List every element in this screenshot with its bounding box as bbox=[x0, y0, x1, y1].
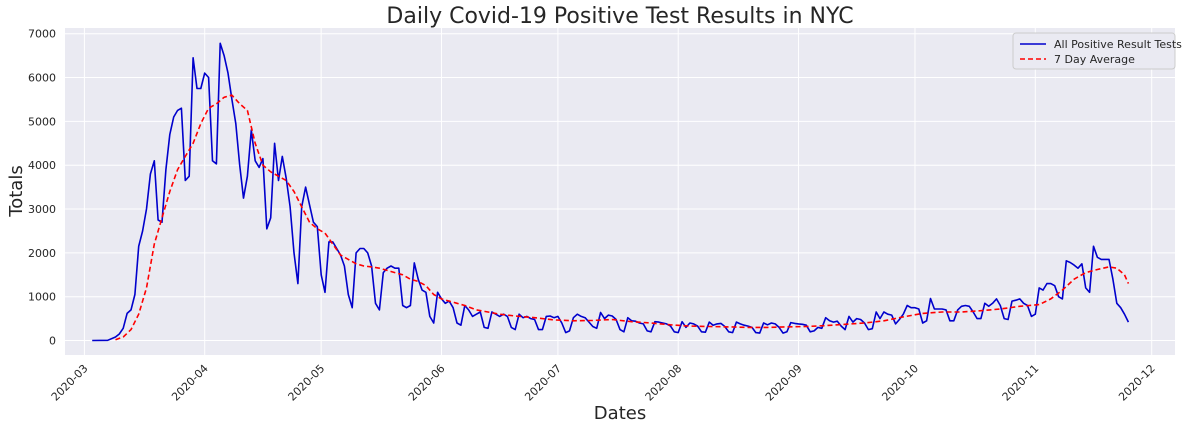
plot-background bbox=[65, 28, 1175, 355]
series-all-positive-line bbox=[92, 42, 1130, 342]
x-tick-label: 2020-08 bbox=[643, 362, 685, 404]
x-tick-label: 2020-07 bbox=[522, 362, 564, 404]
y-tick-label: 5000 bbox=[28, 115, 56, 128]
x-tick-label: 2020-05 bbox=[286, 362, 328, 404]
x-gridlines bbox=[83, 28, 1153, 355]
legend-label-avg: 7 Day Average bbox=[1054, 53, 1135, 66]
chart-title: Daily Covid-19 Positive Test Results in … bbox=[386, 4, 853, 29]
y-tick-label: 6000 bbox=[28, 72, 56, 85]
x-tick-label: 2020-10 bbox=[879, 362, 921, 404]
series-lines bbox=[92, 42, 1130, 342]
y-tick-label: 2000 bbox=[28, 247, 56, 260]
y-tick-label: 0 bbox=[49, 335, 56, 348]
y-tick-label: 3000 bbox=[28, 203, 56, 216]
y-tick-label: 1000 bbox=[28, 291, 56, 304]
x-tick-label: 2020-12 bbox=[1116, 362, 1158, 404]
y-tick-label: 7000 bbox=[28, 28, 56, 41]
y-tick-labels: 0 1000 2000 3000 4000 5000 6000 7000 bbox=[28, 28, 56, 348]
legend: All Positive Result Tests 7 Day Average bbox=[1012, 32, 1182, 70]
x-tick-label: 2020-11 bbox=[1000, 362, 1042, 404]
x-tick-label: 2020-04 bbox=[169, 362, 211, 404]
legend-label-main: All Positive Result Tests bbox=[1054, 38, 1182, 51]
legend-box bbox=[1012, 32, 1176, 70]
x-axis-label: Dates bbox=[594, 403, 646, 424]
series-7-day-average-line bbox=[115, 94, 1130, 341]
y-axis-label: Totals bbox=[6, 165, 27, 217]
x-tick-label: 2020-09 bbox=[763, 362, 805, 404]
x-tick-labels: 2020-03 2020-04 2020-05 2020-06 2020-07 2020-… bbox=[49, 362, 1158, 404]
x-tick-label: 2020-06 bbox=[406, 362, 448, 404]
y-tick-label: 4000 bbox=[28, 159, 56, 172]
x-tick-label: 2020-03 bbox=[49, 362, 91, 404]
